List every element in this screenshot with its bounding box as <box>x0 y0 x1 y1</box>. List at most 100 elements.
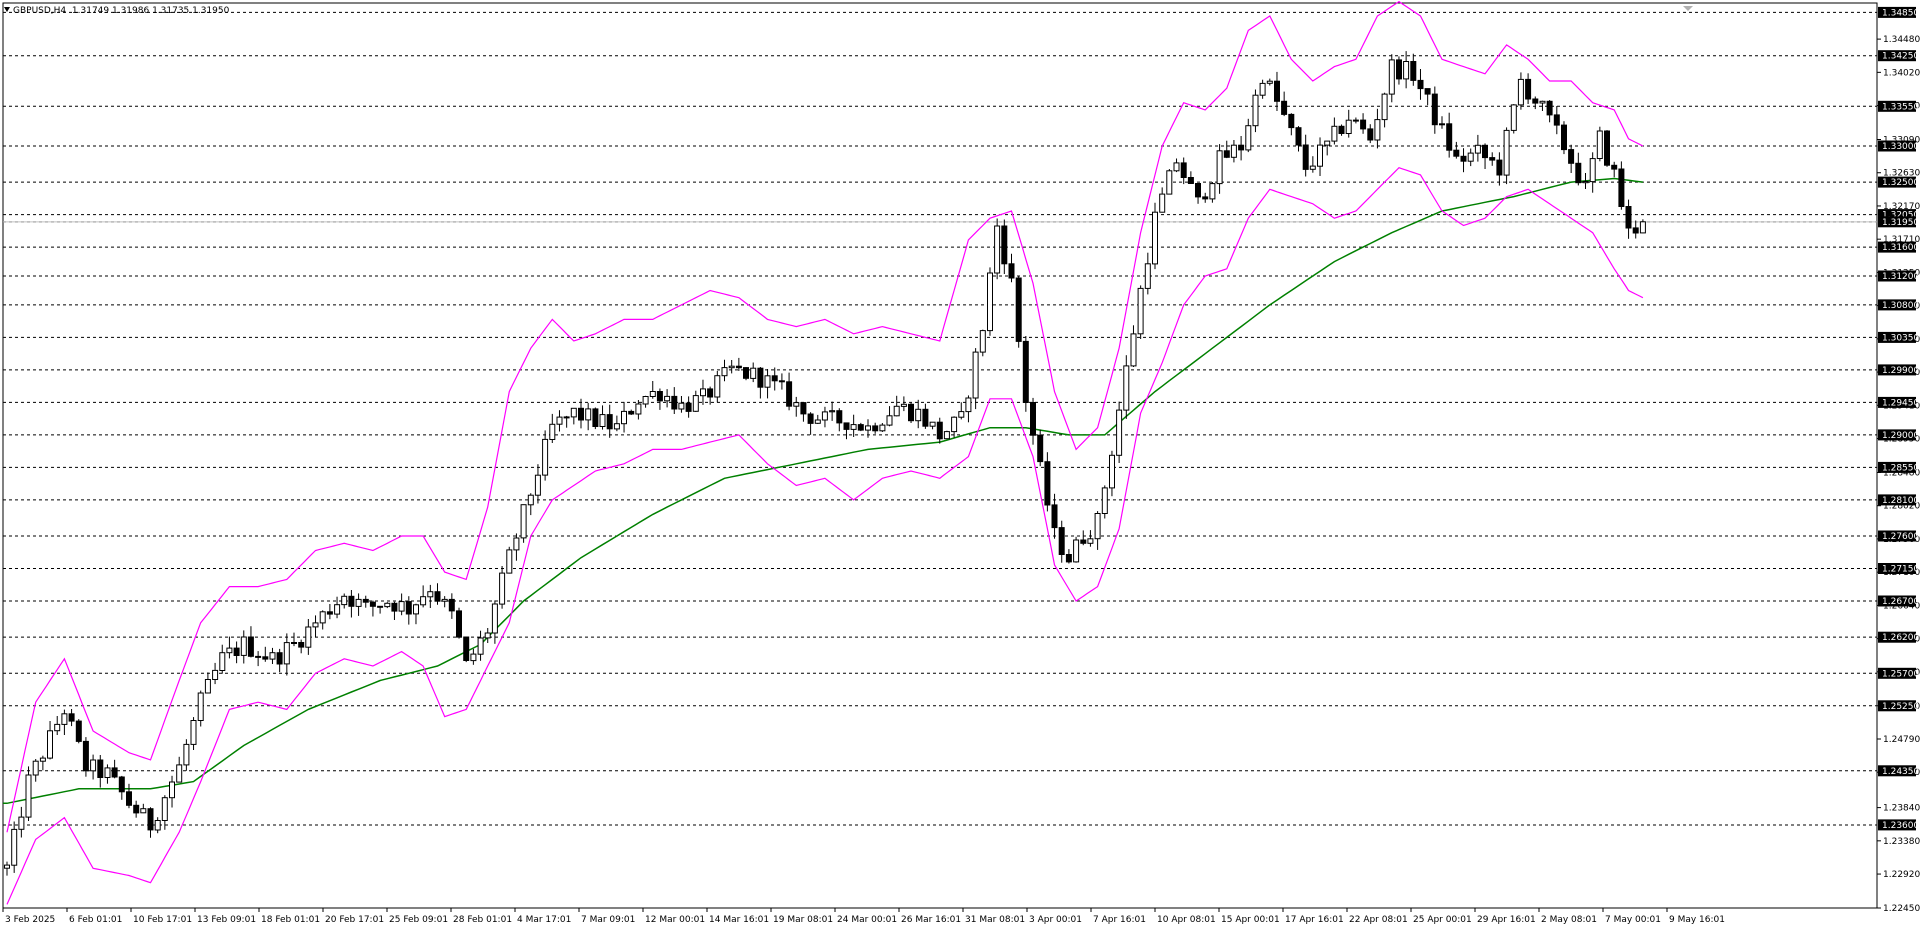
candle-body-down <box>1482 144 1488 159</box>
level-label-text: 1.28550 <box>1882 463 1919 473</box>
candle-body-up <box>204 679 211 694</box>
candle <box>793 396 800 417</box>
x-tick-label: 22 Apr 08:01 <box>1349 915 1408 925</box>
chart-shift-marker-icon[interactable] <box>1683 6 1693 11</box>
candle-body-up <box>635 403 642 415</box>
candle-body-down <box>1410 61 1417 81</box>
candles-layer <box>4 51 1646 876</box>
candle-body-up <box>829 410 836 413</box>
candle <box>1230 140 1237 163</box>
level-label-box <box>1878 270 1916 282</box>
candle-body-up <box>1539 100 1546 104</box>
candle-body-up <box>879 424 886 432</box>
x-tick-label: 25 Apr 00:01 <box>1413 915 1472 925</box>
candle-body-up <box>821 411 828 421</box>
candle-body-up <box>1166 170 1173 195</box>
level-label: 1.29450 <box>1878 396 1919 408</box>
x-tick-label: 28 Feb 01:01 <box>453 915 512 925</box>
dropdown-arrow-icon[interactable] <box>4 7 10 12</box>
level-label: 1.24350 <box>1878 765 1919 777</box>
level-label-text: 1.25250 <box>1882 702 1919 712</box>
candle <box>814 414 821 424</box>
candle-body-down <box>1532 98 1539 104</box>
candle <box>1575 152 1582 186</box>
candle <box>499 566 506 609</box>
candle <box>1295 126 1302 152</box>
candle <box>212 662 219 685</box>
candle <box>585 402 592 431</box>
candle-body-up <box>269 652 276 660</box>
candle <box>154 817 161 834</box>
candle <box>872 422 879 434</box>
candle-body-up <box>958 411 965 418</box>
candle <box>276 648 283 673</box>
candle-body-down <box>922 408 929 427</box>
candle-body-down <box>298 642 305 648</box>
candle <box>778 373 785 390</box>
x-tick-label: 24 Mar 00:01 <box>837 915 897 925</box>
level-label-box <box>1878 667 1916 679</box>
candle-body-up <box>470 653 477 662</box>
candle-body-down <box>1008 263 1015 279</box>
candle <box>269 647 276 664</box>
candle-body-up <box>305 626 312 648</box>
level-label: 1.32050 <box>1878 209 1919 221</box>
candle-body-up <box>664 395 671 402</box>
candle-body-down <box>1338 125 1345 135</box>
candle <box>420 585 427 608</box>
candle <box>456 607 462 639</box>
candle-body-down <box>255 655 262 658</box>
candle <box>635 400 642 420</box>
candle <box>233 641 240 664</box>
candle-body-up <box>1589 158 1596 183</box>
candle <box>1596 126 1603 162</box>
candle <box>936 417 943 444</box>
level-label-box <box>1878 461 1916 473</box>
level-label-text: 1.33550 <box>1882 102 1919 112</box>
candle-body-down <box>1030 402 1036 436</box>
level-label: 1.27150 <box>1878 563 1919 575</box>
candle-body-down <box>936 421 943 440</box>
candle <box>291 632 297 647</box>
candle-body-up <box>427 591 434 598</box>
candle-body-up <box>1245 125 1252 151</box>
candle-body-up <box>1101 487 1108 514</box>
candle <box>341 593 348 609</box>
candle <box>169 775 175 808</box>
candle <box>1489 152 1496 166</box>
candle <box>599 405 606 430</box>
candle-body-down <box>1568 149 1575 164</box>
y-tick-label: 1.32630 <box>1883 169 1920 179</box>
price-axis-ticks: 1.344801.340201.335601.330901.326301.321… <box>1877 35 1920 914</box>
candle-body-down <box>1001 225 1008 265</box>
x-tick-label: 12 Mar 00:01 <box>645 915 705 925</box>
candle-body-up <box>1073 539 1080 563</box>
candle-body-up <box>1137 287 1144 335</box>
candle-body-up <box>283 642 290 665</box>
candle <box>219 644 226 674</box>
candle-body-up <box>1152 211 1158 265</box>
candle <box>1403 51 1410 89</box>
candle <box>1245 118 1252 153</box>
candle-body-down <box>1446 123 1453 151</box>
candle-body-up <box>513 537 520 551</box>
candle <box>979 329 986 357</box>
candle <box>506 546 513 574</box>
candle <box>520 504 527 543</box>
y-tick-label: 1.24790 <box>1883 735 1920 745</box>
candle-body-down <box>592 408 599 427</box>
candle <box>656 388 663 410</box>
level-label-text: 1.26700 <box>1882 597 1919 607</box>
candle-body-down <box>1625 206 1632 229</box>
candle-body-up <box>1309 165 1316 170</box>
candle <box>255 651 262 667</box>
candle <box>1625 199 1632 239</box>
candle <box>305 619 312 655</box>
candle-body-down <box>369 601 376 607</box>
candle-body-down <box>778 380 785 383</box>
candle <box>1352 117 1359 124</box>
candle <box>664 389 671 408</box>
level-label-text: 1.29000 <box>1882 431 1919 441</box>
